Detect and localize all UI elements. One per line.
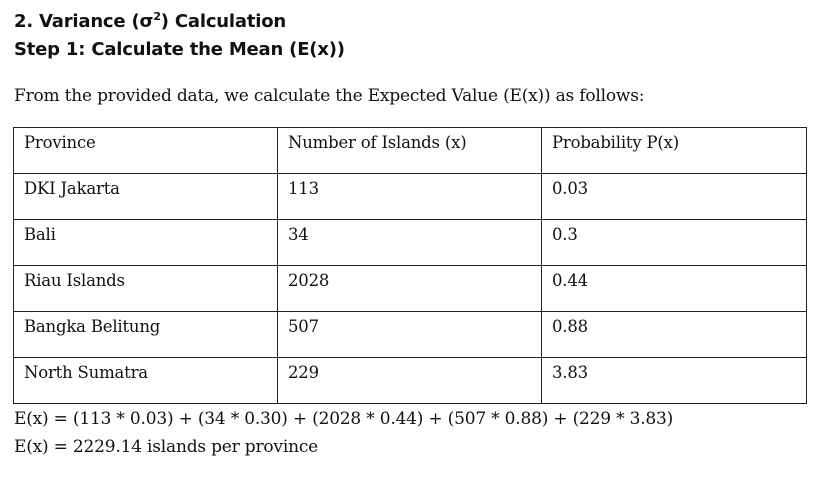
heading-superscript: 2: [153, 10, 161, 23]
header-islands: Number of Islands (x): [288, 133, 467, 152]
step-title: Step 1: Calculate the Mean (E(x)): [14, 39, 345, 60]
table-cell: 2028: [277, 265, 542, 312]
heading-suffix: ) Calculation: [160, 11, 286, 32]
cell-probability: 0.88: [552, 317, 588, 336]
table-row: Bali 34 0.3: [13, 219, 807, 266]
header-probability: Probability P(x): [552, 133, 679, 152]
cell-probability: 0.44: [552, 271, 588, 290]
table-header-cell: Number of Islands (x): [277, 127, 542, 174]
table-cell: Bali: [13, 219, 278, 266]
table-header-cell: Probability P(x): [541, 127, 807, 174]
table-cell: Bangka Belitung: [13, 311, 278, 358]
section-heading: 2. Variance (σ2) Calculation: [14, 10, 286, 34]
cell-province: DKI Jakarta: [24, 179, 120, 198]
cell-probability: 0.3: [552, 225, 578, 244]
table-cell: 0.03: [541, 173, 807, 220]
table-row: Riau Islands 2028 0.44: [13, 265, 807, 312]
table-row: North Sumatra 229 3.83: [13, 357, 807, 404]
data-table: Province Number of Islands (x) Probabili…: [13, 127, 807, 404]
cell-islands: 34: [288, 225, 309, 244]
table-row: Bangka Belitung 507 0.88: [13, 311, 807, 358]
table-header-row: Province Number of Islands (x) Probabili…: [13, 127, 807, 174]
table-cell: 113: [277, 173, 542, 220]
header-province: Province: [24, 133, 96, 152]
equation-line-2: E(x) = 2229.14 islands per province: [14, 437, 318, 457]
equation-line-1: E(x) = (113 * 0.03) + (34 * 0.30) + (202…: [14, 409, 674, 429]
cell-province: Bangka Belitung: [24, 317, 161, 336]
table-row: DKI Jakarta 113 0.03: [13, 173, 807, 220]
table-cell: DKI Jakarta: [13, 173, 278, 220]
table-cell: 0.44: [541, 265, 807, 312]
table-cell: 0.3: [541, 219, 807, 266]
cell-islands: 2028: [288, 271, 330, 290]
table-cell: Riau Islands: [13, 265, 278, 312]
cell-islands: 113: [288, 179, 319, 198]
cell-islands: 229: [288, 363, 319, 382]
cell-probability: 0.03: [552, 179, 588, 198]
intro-paragraph: From the provided data, we calculate the…: [14, 86, 645, 106]
cell-province: North Sumatra: [24, 363, 148, 382]
cell-islands: 507: [288, 317, 319, 336]
heading-prefix: 2. Variance (σ: [14, 11, 154, 32]
table-cell: North Sumatra: [13, 357, 278, 404]
cell-probability: 3.83: [552, 363, 588, 382]
table-cell: 3.83: [541, 357, 807, 404]
table-header-cell: Province: [13, 127, 278, 174]
table-cell: 34: [277, 219, 542, 266]
cell-province: Bali: [24, 225, 56, 244]
cell-province: Riau Islands: [24, 271, 125, 290]
table-cell: 0.88: [541, 311, 807, 358]
table-cell: 507: [277, 311, 542, 358]
table-cell: 229: [277, 357, 542, 404]
